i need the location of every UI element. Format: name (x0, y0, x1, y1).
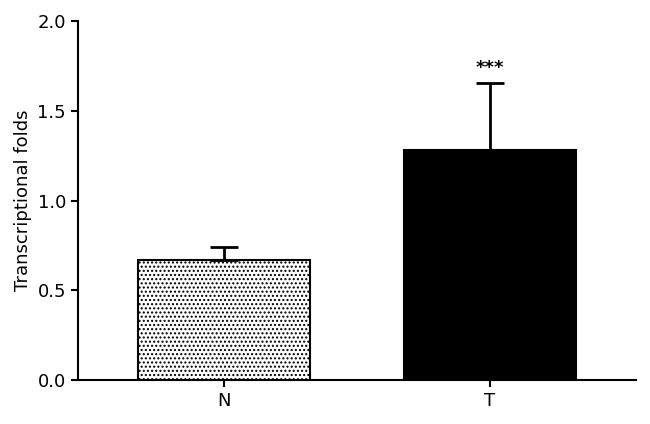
Bar (404, 150, 577, 380)
Y-axis label: Transcriptional folds: Transcriptional folds (14, 110, 32, 291)
Text: ***: *** (476, 59, 504, 78)
Bar (138, 260, 311, 380)
